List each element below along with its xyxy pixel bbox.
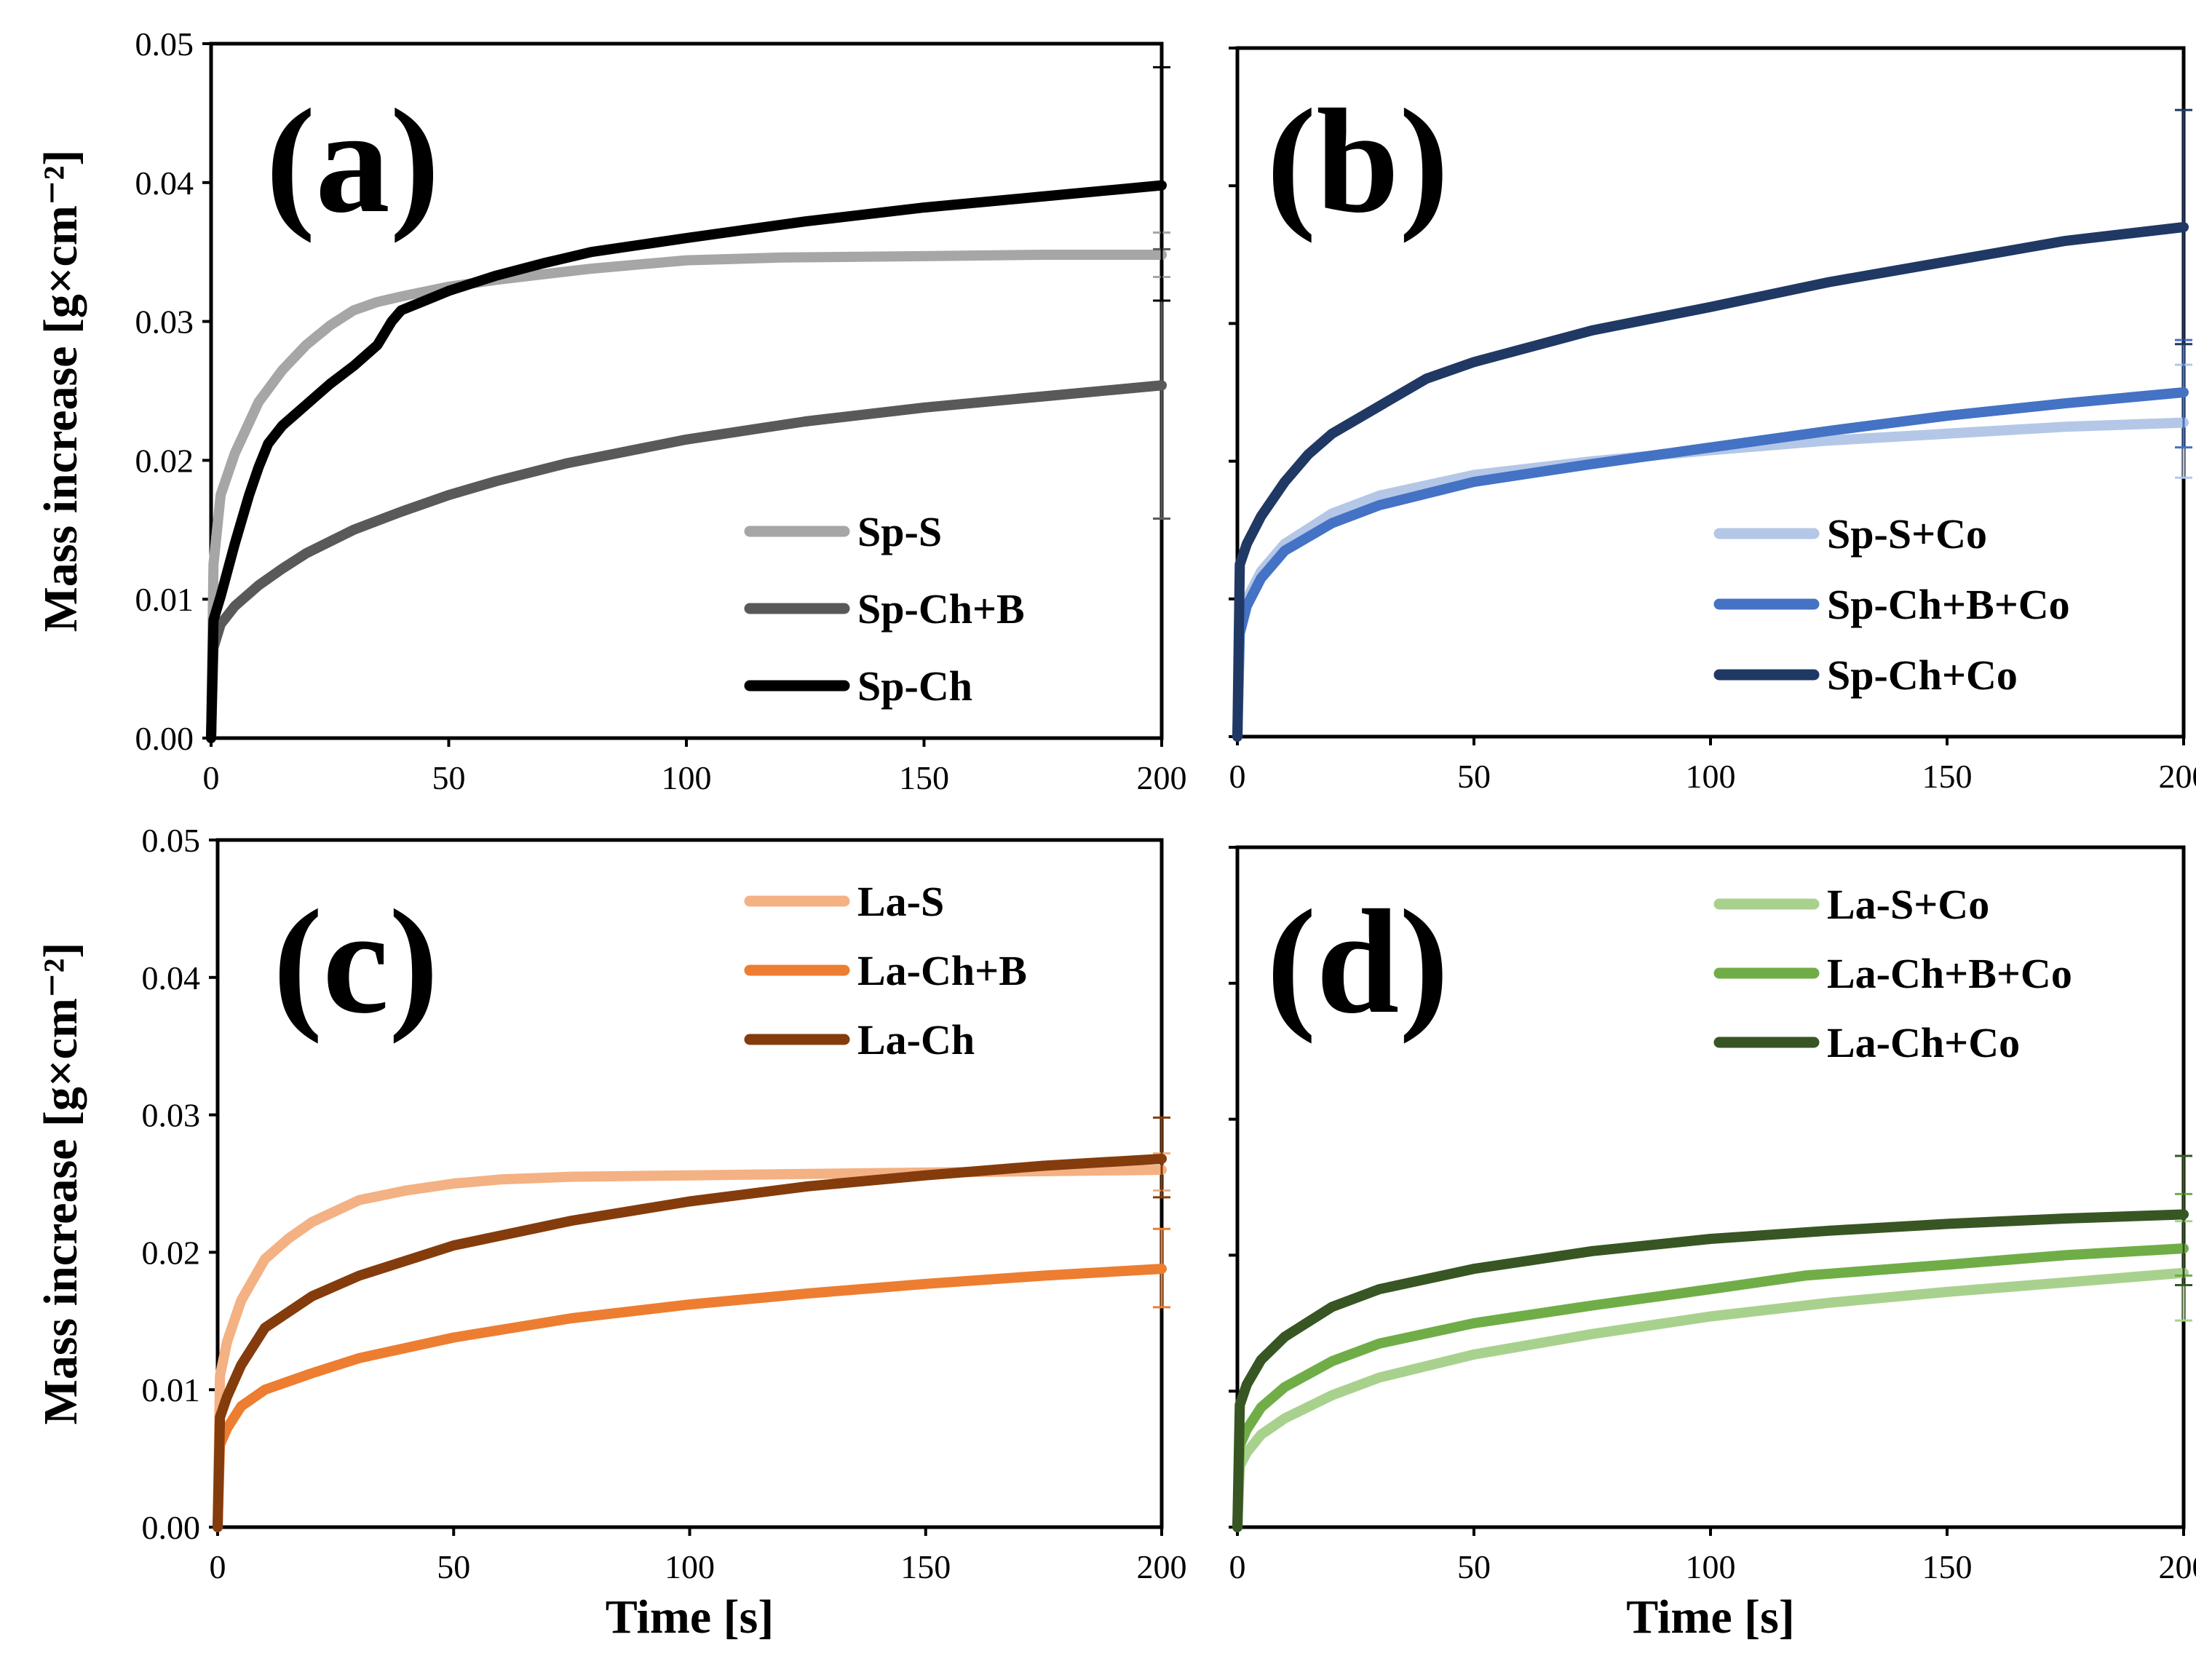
legend-label: La-Ch+Co	[1827, 1019, 2020, 1066]
x-tick-label: 100	[665, 1548, 715, 1585]
series-line-Sp-S	[211, 255, 1162, 738]
x-tick-label: 50	[432, 759, 466, 796]
y-tick-label: 0.05	[135, 25, 194, 63]
x-tick-label: 150	[1922, 758, 1973, 795]
y-axis-title: Mass increase [g×cm⁻²]	[34, 150, 87, 633]
legend-label: Sp-Ch+B	[857, 585, 1025, 633]
x-tick-label: 50	[437, 1548, 470, 1585]
series-line-Sp-Ch+B	[211, 385, 1162, 738]
y-tick-label: 0.02	[142, 1234, 201, 1271]
series-line-Sp-Ch+B+Co	[1237, 392, 2184, 737]
x-axis-title: Time [s]	[606, 1590, 774, 1644]
y-tick-label: 0.00	[135, 720, 194, 757]
chart-panel-1: 0.00 0.01 0.02 0.03 0.04 0.05 0 50 100 150 200 Sp-S…	[34, 25, 1187, 796]
y-tick-label: 0.04	[142, 959, 201, 996]
panel-label: (a)	[266, 79, 440, 244]
x-tick-label: 50	[1457, 1548, 1491, 1585]
x-tick-label: 100	[1686, 1548, 1736, 1585]
y-tick-label: 0.03	[142, 1097, 201, 1134]
chart-panel-4: 0 50 100 150 200 La-S+Co La-Ch+B+Co La-Ch+Co (d)…	[1229, 847, 2196, 1644]
x-tick-label: 100	[662, 759, 712, 796]
series-line-Sp-S+Co	[1237, 423, 2184, 737]
x-tick-label: 200	[1137, 759, 1187, 796]
y-tick-label: 0.03	[135, 304, 194, 341]
x-tick-label: 50	[1457, 758, 1491, 795]
panel-label: (d)	[1267, 879, 1449, 1045]
series-line-Sp-Ch	[211, 186, 1162, 738]
y-tick-label: 0.01	[135, 581, 194, 618]
legend-label: La-S+Co	[1827, 881, 1989, 928]
y-axis-title: Mass increase [g×cm⁻²]	[34, 943, 87, 1425]
x-tick-label: 0	[1229, 758, 1246, 795]
x-tick-label: 200	[2159, 758, 2196, 795]
x-tick-label: 150	[899, 759, 949, 796]
legend-label: Sp-S	[857, 508, 942, 555]
y-tick-label: 0.01	[142, 1371, 201, 1408]
legend-label: Sp-Ch+B+Co	[1827, 581, 2070, 628]
x-tick-label: 200	[2159, 1548, 2196, 1585]
x-tick-label: 0	[1229, 1548, 1246, 1585]
legend-label: Sp-Ch	[857, 662, 972, 710]
x-tick-label: 0	[210, 1548, 226, 1585]
x-tick-label: 150	[1922, 1548, 1973, 1585]
series-line-La-S	[218, 1170, 1162, 1527]
x-tick-label: 150	[900, 1548, 951, 1585]
legend-label: La-Ch+B	[857, 947, 1027, 994]
panel-label: (b)	[1267, 79, 1449, 244]
chart-panel-3: 0.00 0.01 0.02 0.03 0.04 0.05 0 50 100 150 200 La-S…	[34, 822, 1187, 1644]
x-tick-label: 100	[1686, 758, 1736, 795]
x-axis-title: Time [s]	[1626, 1590, 1795, 1644]
y-tick-label: 0.05	[142, 822, 201, 859]
legend-label: Sp-S+Co	[1827, 510, 1987, 558]
legend-label: La-S	[857, 878, 944, 925]
y-tick-label: 0.00	[142, 1509, 201, 1546]
series-line-Sp-Ch+Co	[1237, 227, 2184, 737]
legend-label: La-Ch	[857, 1016, 975, 1063]
x-tick-label: 200	[1137, 1548, 1187, 1585]
series-line-La-Ch+B	[218, 1269, 1162, 1527]
x-tick-label: 0	[203, 759, 220, 796]
legend-label: Sp-Ch+Co	[1827, 651, 2018, 699]
panel-label: (c)	[273, 879, 439, 1045]
series-line-La-S+Co	[1237, 1273, 2184, 1527]
chart-panel-2: 0 50 100 150 200 Sp-S+Co Sp-Ch+B+Co Sp-Ch+Co (b)	[1229, 48, 2196, 795]
y-tick-label: 0.04	[135, 165, 194, 202]
legend-label: La-Ch+B+Co	[1827, 950, 2072, 997]
y-tick-label: 0.02	[135, 442, 194, 479]
series-line-La-Ch	[218, 1159, 1162, 1527]
